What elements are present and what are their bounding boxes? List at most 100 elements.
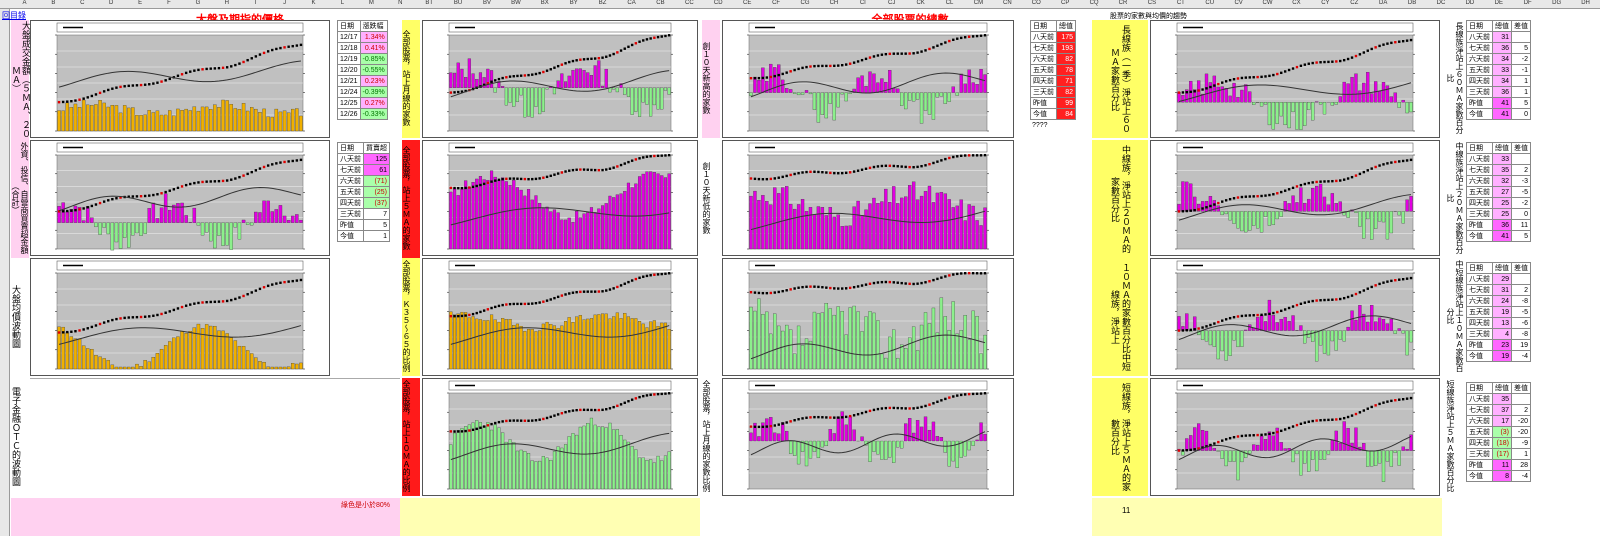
bar: [975, 439, 979, 442]
column-letter[interactable]: CL: [945, 0, 954, 6]
column-letter[interactable]: CW: [1262, 0, 1273, 6]
bar: [131, 366, 135, 370]
column-letter[interactable]: BY: [569, 0, 578, 6]
column-letter[interactable]: CK: [916, 0, 925, 6]
column-letter[interactable]: DF: [1523, 0, 1532, 6]
column-letter[interactable]: L: [340, 0, 345, 6]
column-letter[interactable]: CN: [1003, 0, 1012, 6]
column-letter[interactable]: BX: [540, 0, 549, 6]
column-letter[interactable]: DH: [1581, 0, 1590, 6]
table-cell: 今值: [337, 230, 364, 242]
bar: [1381, 319, 1386, 331]
column-letter[interactable]: H: [224, 0, 229, 6]
column-letter[interactable]: CX: [1292, 0, 1301, 6]
column-letter[interactable]: CC: [685, 0, 694, 6]
price-dot: [612, 405, 615, 409]
bar: [773, 432, 777, 442]
column-letter[interactable]: N: [398, 0, 403, 6]
column-letter[interactable]: CO: [1031, 0, 1041, 6]
column-letter[interactable]: C: [80, 0, 85, 6]
column-letter[interactable]: CY: [1321, 0, 1330, 6]
column-letter[interactable]: DE: [1494, 0, 1503, 6]
column-letter[interactable]: CA: [627, 0, 636, 6]
bar: [452, 72, 457, 88]
column-letter[interactable]: DC: [1436, 0, 1446, 6]
bar: [1240, 330, 1244, 347]
mid-label-4-text: 全部股票，站上１０ＭＡ的比例: [402, 380, 411, 492]
column-letter[interactable]: DG: [1552, 0, 1562, 6]
column-letter[interactable]: CQ: [1089, 0, 1099, 6]
column-letter[interactable]: BT: [425, 0, 433, 6]
table-row: 八天前 29: [1466, 273, 1531, 285]
bar: [464, 180, 468, 250]
price-dot: [928, 280, 931, 283]
column-letter[interactable]: F: [167, 0, 171, 6]
price-dot: [1232, 316, 1236, 319]
column-letter[interactable]: A: [22, 0, 27, 6]
price-dot: [841, 63, 844, 67]
center-table-footer: ????: [1032, 122, 1048, 129]
column-letter[interactable]: E: [138, 0, 143, 6]
bar: [571, 322, 575, 370]
price-dot: [1315, 419, 1318, 422]
column-letter[interactable]: CR: [1118, 0, 1128, 6]
bar: [278, 111, 283, 132]
column-letter[interactable]: CF: [772, 0, 781, 6]
price-dot: [1307, 62, 1310, 65]
column-letter[interactable]: BV: [482, 0, 491, 6]
bar: [892, 88, 896, 93]
bar: [196, 323, 201, 370]
price-dot: [789, 288, 792, 291]
column-letter[interactable]: CT: [1176, 0, 1185, 6]
column-letter[interactable]: CS: [1147, 0, 1157, 6]
column-letter[interactable]: DD: [1465, 0, 1475, 6]
column-letter[interactable]: J: [283, 0, 287, 6]
column-letter[interactable]: D: [109, 0, 114, 6]
column-letter[interactable]: CU: [1205, 0, 1215, 6]
price-dot: [1374, 165, 1377, 169]
index-change-table: 日期 漲跌幅 12/17 1.34% 12/18 0.41% 12/19 -0.85% 12/2…: [337, 20, 388, 120]
bar: [168, 341, 172, 370]
price-dot: [553, 414, 556, 417]
column-letter[interactable]: CV: [1234, 0, 1243, 6]
bar: [959, 440, 963, 458]
price-dot: [1331, 418, 1334, 421]
price-dot: [1193, 90, 1196, 93]
top-link[interactable]: 回目錄: [2, 10, 26, 21]
column-letter[interactable]: CI: [859, 0, 866, 6]
bar: [519, 326, 523, 370]
column-letter[interactable]: BZ: [598, 0, 607, 6]
column-letter[interactable]: BW: [511, 0, 521, 6]
column-letter[interactable]: G: [195, 0, 201, 6]
column-letter[interactable]: I: [254, 0, 257, 6]
column-letter[interactable]: DB: [1407, 0, 1417, 6]
bar: [497, 81, 501, 88]
price-dot: [1177, 91, 1181, 94]
price-dot: [593, 290, 597, 293]
column-letter[interactable]: BU: [453, 0, 463, 6]
column-letter[interactable]: CP: [1061, 0, 1070, 6]
column-letter[interactable]: CH: [829, 0, 839, 6]
price-dot: [601, 168, 604, 172]
column-letter[interactable]: CG: [800, 0, 810, 6]
bar: [225, 222, 229, 246]
bar: [641, 87, 645, 103]
column-letter[interactable]: CB: [656, 0, 665, 6]
column-letter[interactable]: M: [368, 0, 374, 6]
table-row: 12/19 -0.85%: [337, 53, 388, 65]
price-dot: [829, 64, 832, 68]
table-cell: 7: [363, 208, 390, 220]
column-letter[interactable]: CD: [713, 0, 723, 6]
column-letter[interactable]: CZ: [1350, 0, 1359, 6]
column-letter[interactable]: DA: [1379, 0, 1388, 6]
price-dot: [785, 289, 788, 292]
bar: [1330, 330, 1335, 342]
back-to-index-link[interactable]: 回目錄: [2, 11, 26, 20]
column-letter[interactable]: CE: [743, 0, 752, 6]
column-letter[interactable]: CJ: [888, 0, 896, 6]
column-letter[interactable]: CM: [973, 0, 984, 6]
column-letter[interactable]: K: [311, 0, 316, 6]
bar: [860, 331, 864, 370]
column-letter[interactable]: B: [51, 0, 56, 6]
price-dot: [656, 154, 660, 157]
